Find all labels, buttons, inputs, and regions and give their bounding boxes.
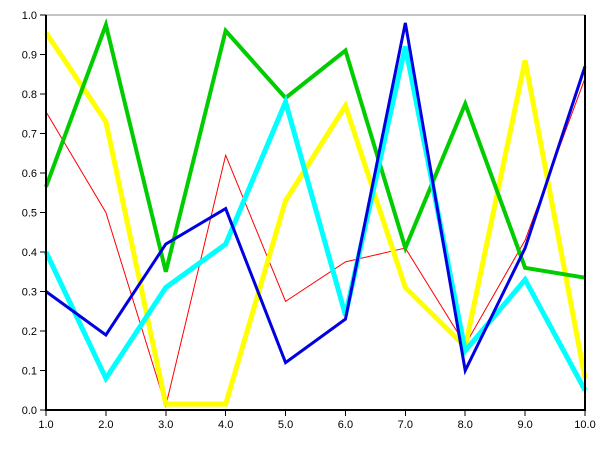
series-green-line	[44, 18, 586, 280]
x-tick-label: 10.0	[574, 419, 595, 431]
y-tick-label: 0.7	[22, 129, 37, 141]
y-tick-label: 0.6	[22, 168, 37, 180]
series-cyan-line	[43, 46, 588, 392]
y-tick-label: 0.3	[22, 287, 37, 299]
x-tick-label: 4.0	[218, 419, 233, 431]
x-tick-label: 9.0	[517, 419, 532, 431]
y-tick-label: 1.0	[22, 10, 37, 22]
series-blue-line	[45, 22, 587, 376]
x-tick-label: 3.0	[158, 419, 173, 431]
x-tick-label: 5.0	[278, 419, 293, 431]
y-tick-label: 0.9	[22, 50, 37, 62]
x-tick-label: 1.0	[38, 419, 53, 431]
series-yellow-line	[43, 31, 588, 407]
y-tick-label: 0.0	[22, 405, 37, 417]
x-tick-label: 6.0	[338, 419, 353, 431]
y-tick-label: 0.2	[22, 326, 37, 338]
y-tick-label: 0.4	[22, 247, 37, 259]
y-tick-label: 0.8	[22, 89, 37, 101]
series-red-line	[45, 78, 586, 408]
y-tick-label: 0.5	[22, 208, 37, 220]
x-tick-label: 7.0	[398, 419, 413, 431]
x-tick-label: 8.0	[458, 419, 473, 431]
x-tick-label: 2.0	[98, 419, 113, 431]
y-tick-label: 0.1	[22, 366, 37, 378]
